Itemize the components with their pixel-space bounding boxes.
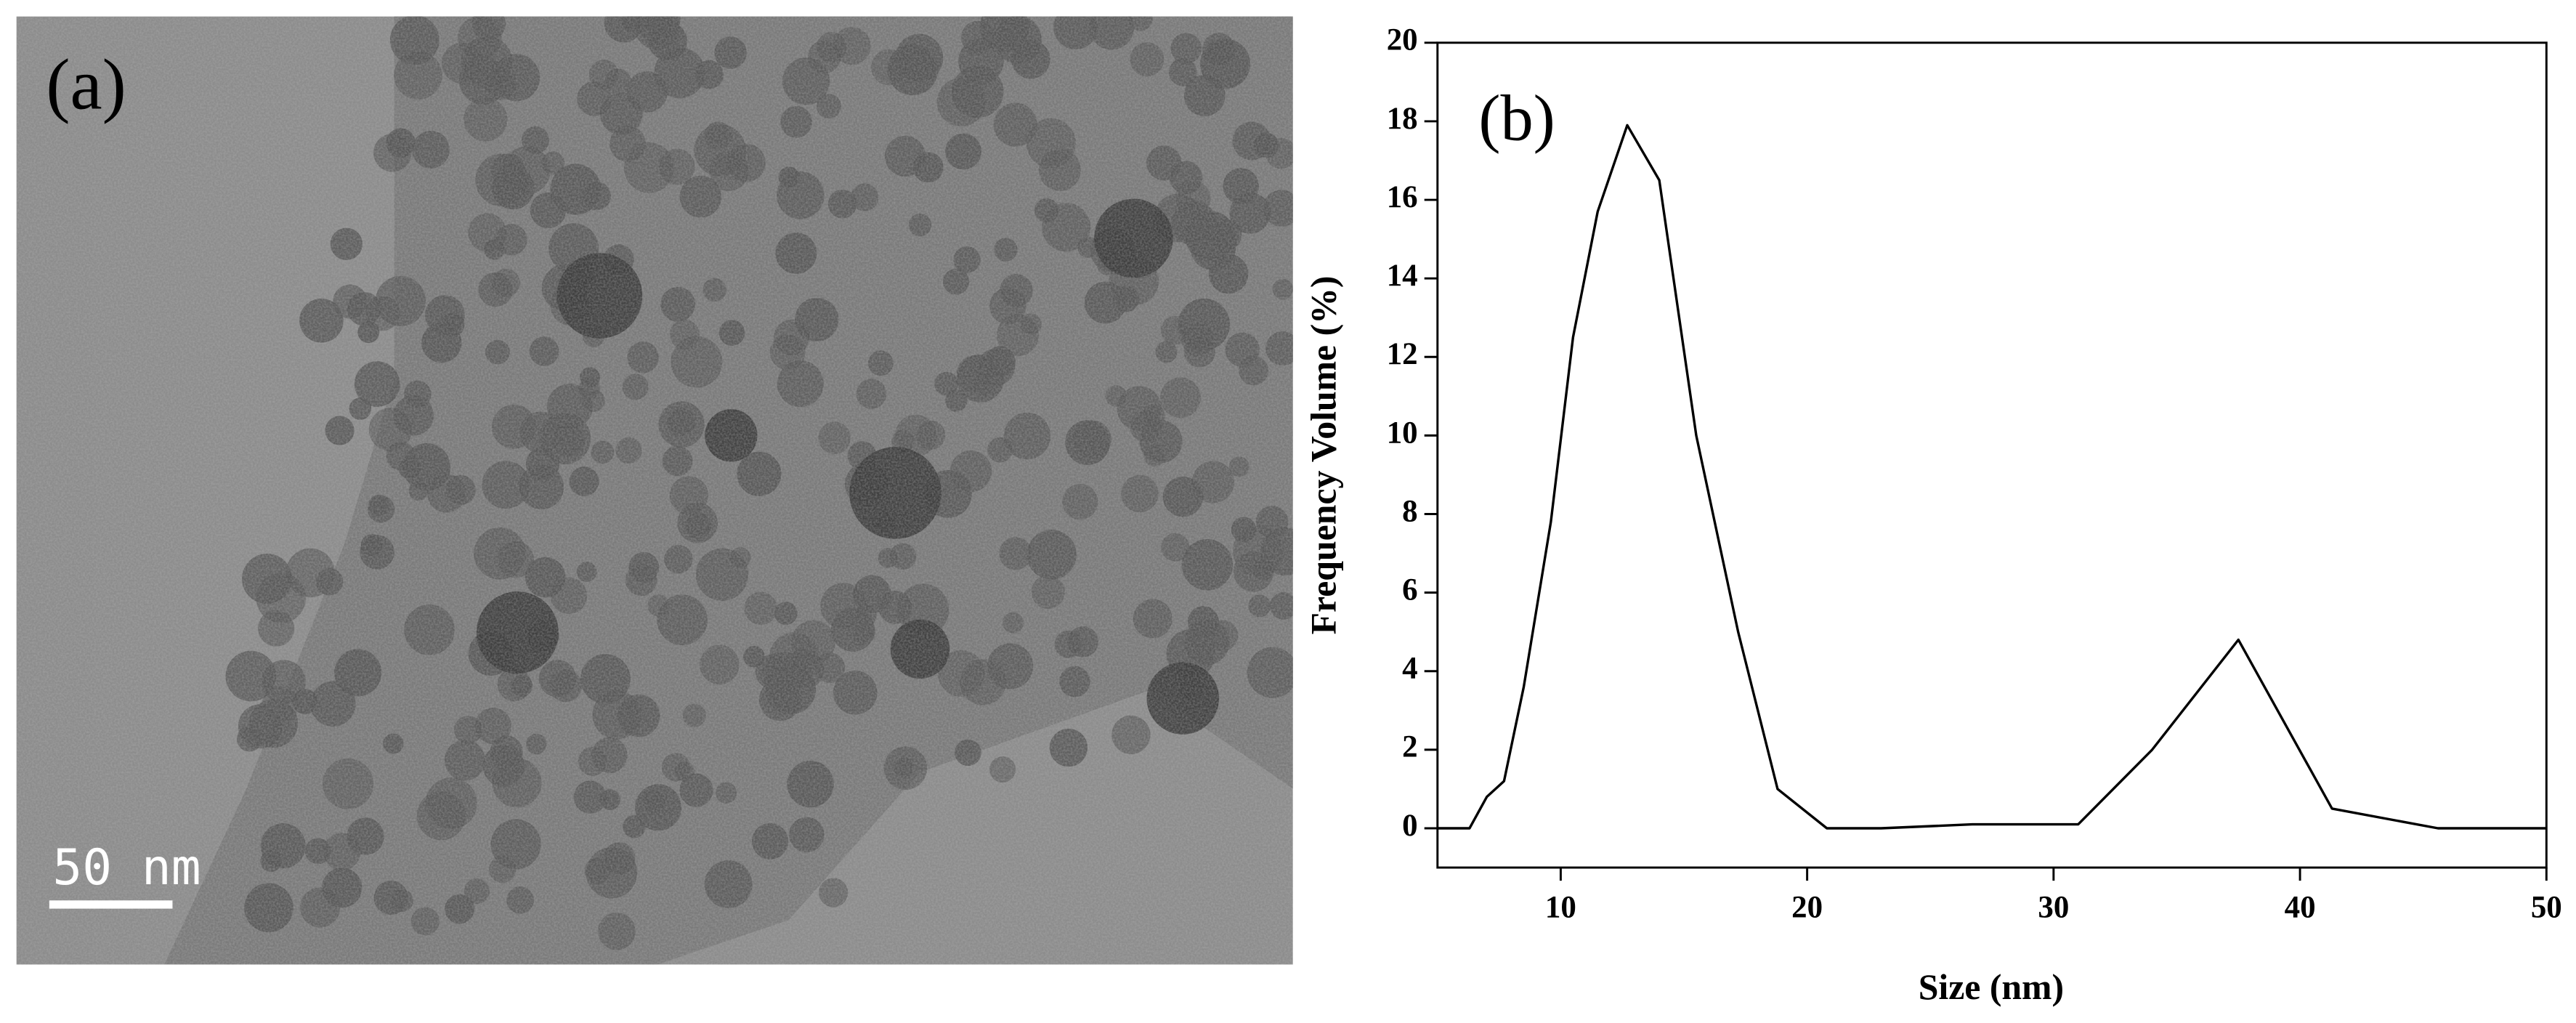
tem-noise	[16, 16, 1293, 965]
y-axis-label: Frequency Volume (%)	[1304, 276, 1344, 635]
y-tick-label: 2	[1402, 730, 1417, 764]
data-line	[1437, 124, 2547, 830]
chart: (b) Size (nm) Frequency Volume (%) 10 20 3…	[1304, 23, 2562, 1007]
y-tick-label: 16	[1387, 180, 1418, 214]
x-tick-label: 20	[1791, 891, 1823, 925]
y-tick-label: 18	[1387, 102, 1418, 136]
x-tick-label: 50	[2531, 891, 2562, 925]
y-tick-label: 14	[1387, 259, 1418, 293]
y-tick-label: 4	[1402, 652, 1417, 686]
panel-label: (b)	[1478, 81, 1555, 155]
y-tick-label: 10	[1387, 416, 1418, 450]
x-tick-label: 30	[2038, 891, 2069, 925]
x-tick-label: 40	[2285, 891, 2316, 925]
y-tick-label: 8	[1402, 494, 1417, 528]
y-tick-label: 0	[1402, 809, 1417, 843]
tem-image	[16, 16, 1293, 965]
scale-bar-label: 50 nm	[52, 838, 201, 896]
x-axis-label: Size (nm)	[1919, 967, 2064, 1007]
plot-frame	[1436, 41, 2548, 869]
y-tick-label: 12	[1387, 337, 1418, 371]
scale-bar	[49, 900, 173, 909]
x-tick-label: 10	[1545, 891, 1576, 925]
panel-label: (a)	[46, 44, 126, 124]
y-tick-label: 6	[1402, 573, 1417, 607]
y-tick-label: 20	[1387, 23, 1418, 57]
